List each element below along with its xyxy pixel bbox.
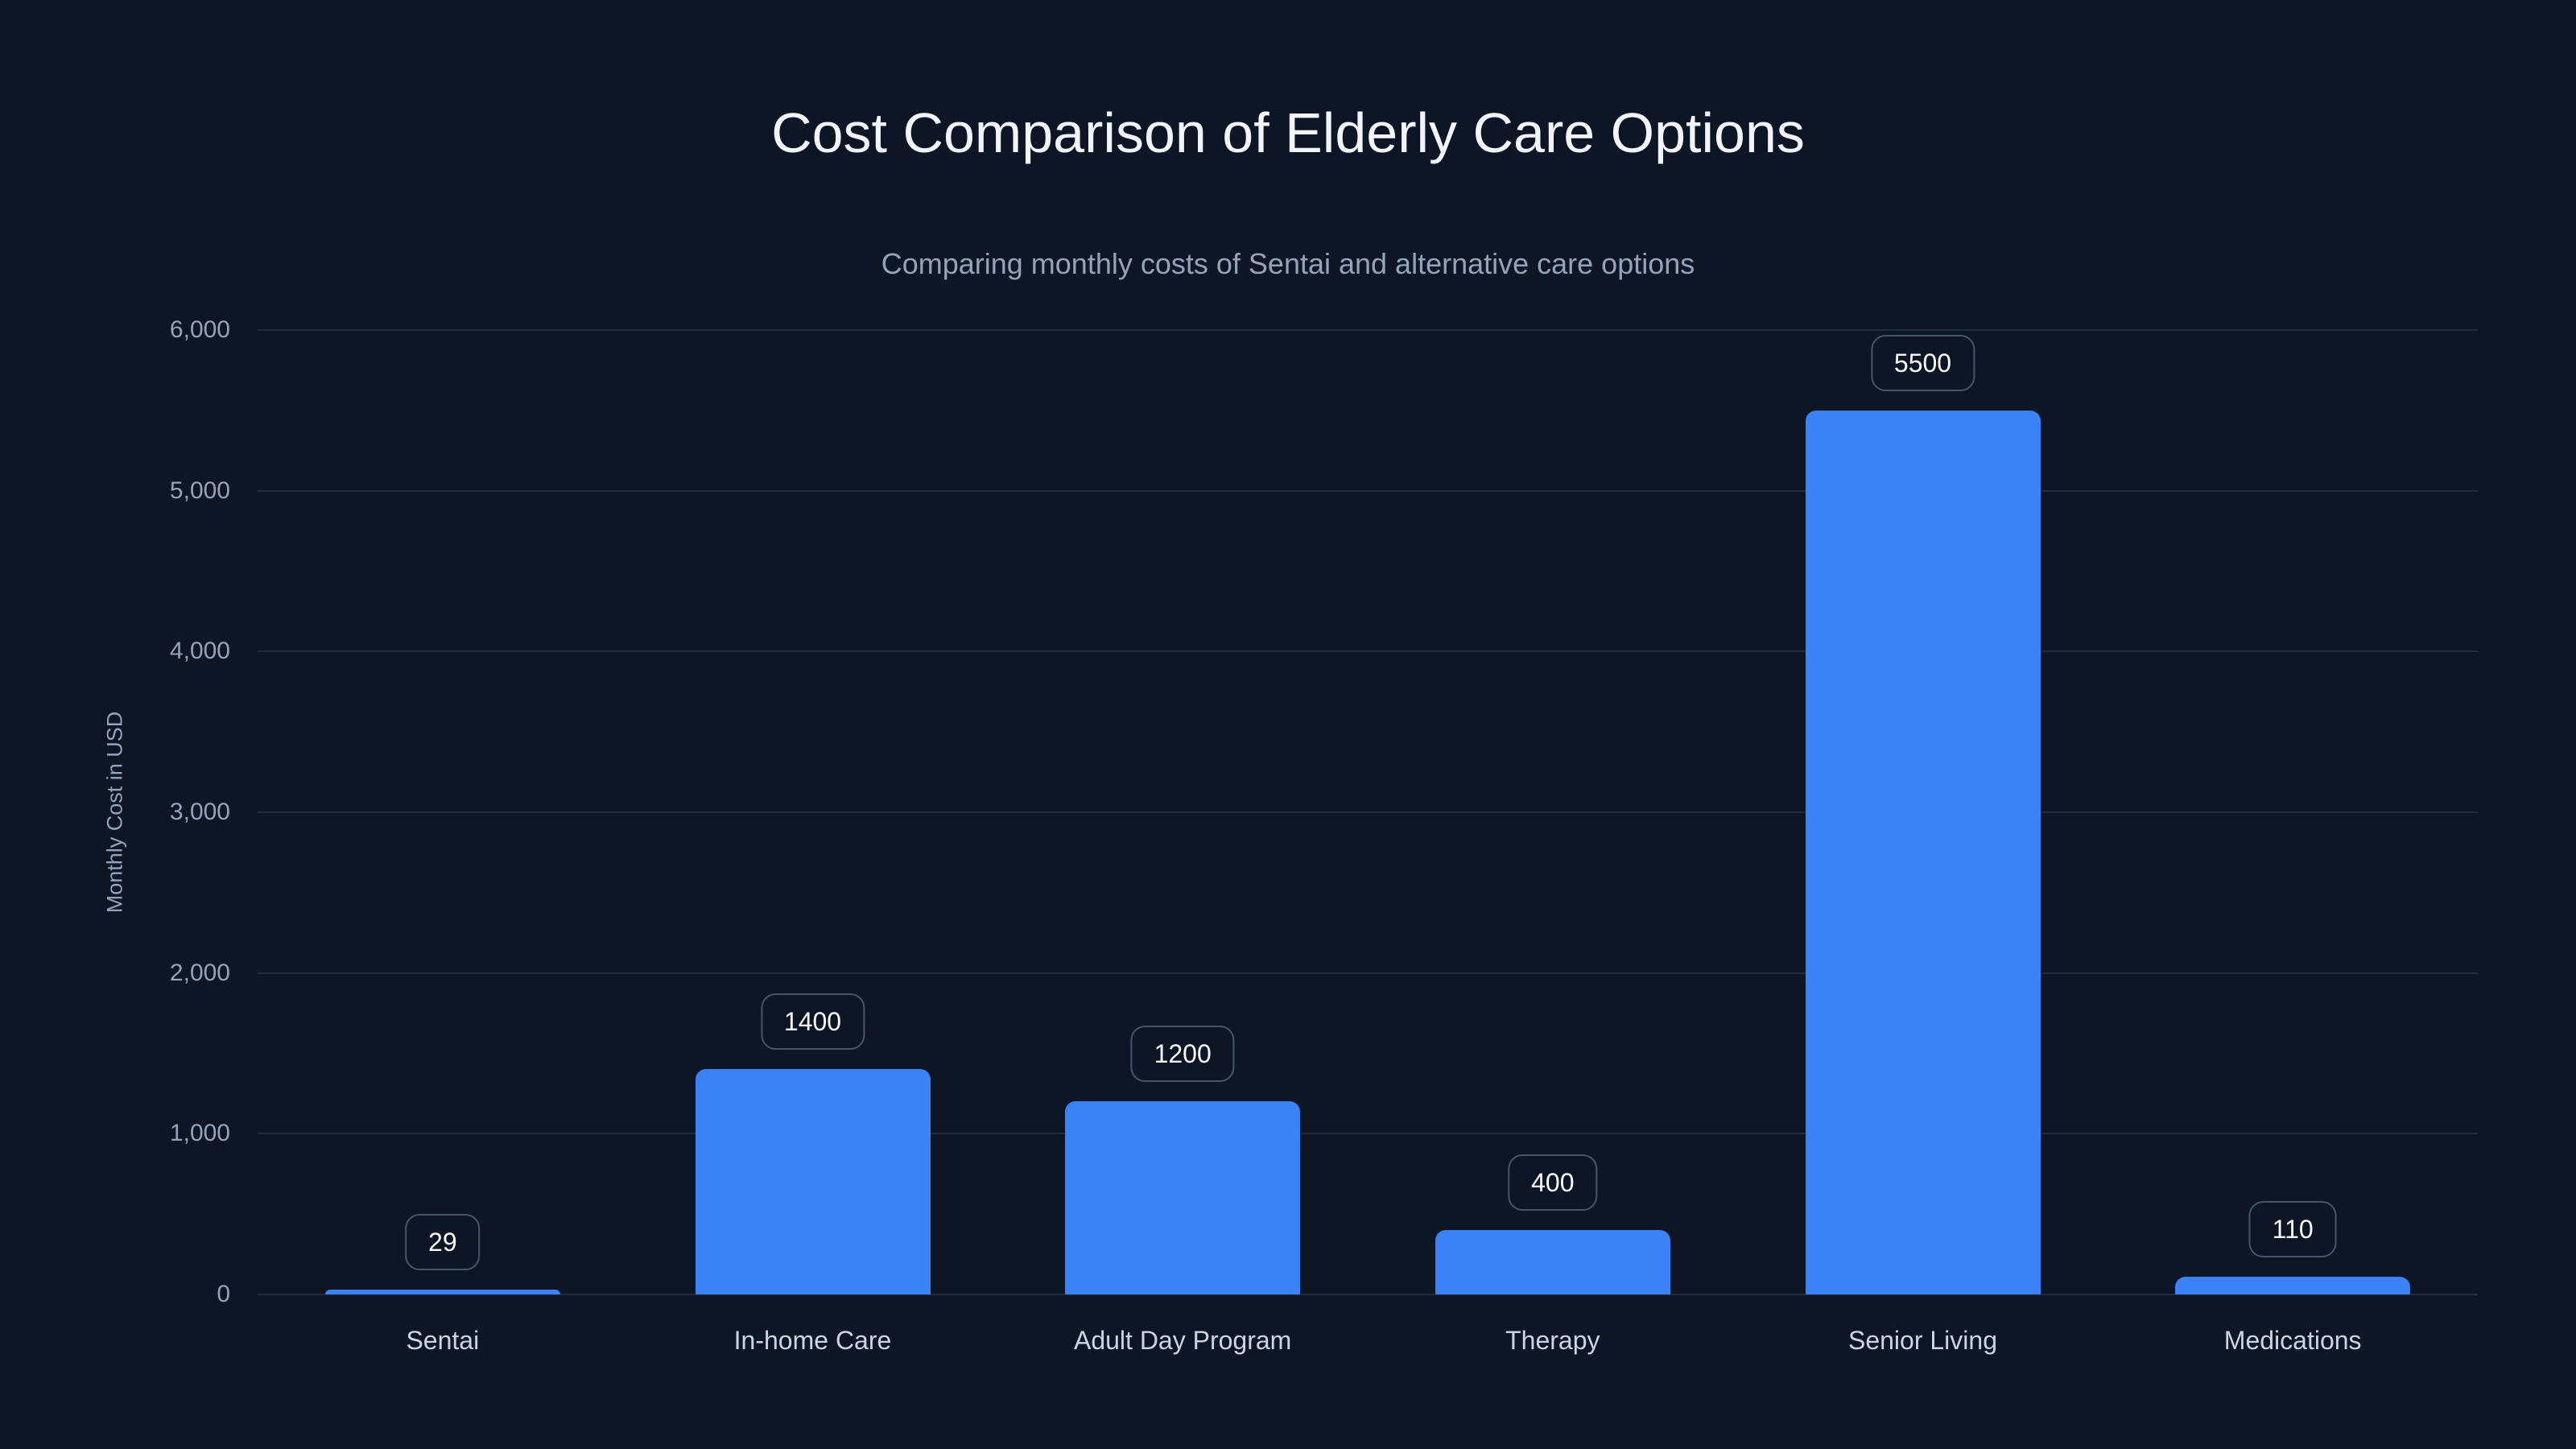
gridline-5000 bbox=[258, 489, 2478, 492]
value-badge: 29 bbox=[405, 1214, 481, 1271]
y-tick-label: 0 bbox=[217, 1281, 230, 1307]
value-badge: 110 bbox=[2248, 1201, 2337, 1258]
category-label: In-home Care bbox=[733, 1326, 892, 1355]
bar-in-home-care[interactable] bbox=[695, 1069, 931, 1294]
gridline-4000 bbox=[258, 650, 2478, 653]
category-label: Sentai bbox=[406, 1326, 480, 1355]
bar-therapy[interactable] bbox=[1435, 1230, 1670, 1294]
chart-subtitle: Comparing monthly costs of Sentai and al… bbox=[881, 247, 1695, 280]
y-tick-label: 3,000 bbox=[169, 799, 230, 825]
y-tick-label: 5,000 bbox=[169, 477, 230, 504]
gridline-1000 bbox=[258, 1133, 2478, 1135]
category-label: Medications bbox=[2223, 1326, 2362, 1355]
category-label: Adult Day Program bbox=[1073, 1326, 1292, 1355]
value-badge: 1200 bbox=[1130, 1026, 1235, 1083]
gridline-0 bbox=[258, 1294, 2478, 1295]
y-tick-label: 2,000 bbox=[169, 959, 230, 986]
bar-medications[interactable] bbox=[2175, 1277, 2411, 1294]
gridline-2000 bbox=[258, 972, 2478, 974]
bar-adult-day-program[interactable] bbox=[1065, 1101, 1301, 1294]
gridline-6000 bbox=[258, 329, 2478, 331]
y-tick-label: 6,000 bbox=[169, 316, 230, 343]
y-tick-label: 4,000 bbox=[169, 638, 230, 665]
value-badge: 5500 bbox=[1870, 334, 1975, 391]
value-badge: 400 bbox=[1508, 1154, 1598, 1212]
value-badge: 1400 bbox=[760, 993, 865, 1051]
category-label: Senior Living bbox=[1847, 1326, 1997, 1355]
bar-sentai[interactable] bbox=[324, 1290, 560, 1294]
chart-title: Cost Comparison of Elderly Care Options bbox=[771, 101, 1805, 164]
bar-senior-living[interactable] bbox=[1805, 410, 2041, 1294]
category-label: Therapy bbox=[1505, 1326, 1600, 1355]
y-tick-label: 1,000 bbox=[169, 1120, 230, 1147]
gridline-3000 bbox=[258, 811, 2478, 813]
